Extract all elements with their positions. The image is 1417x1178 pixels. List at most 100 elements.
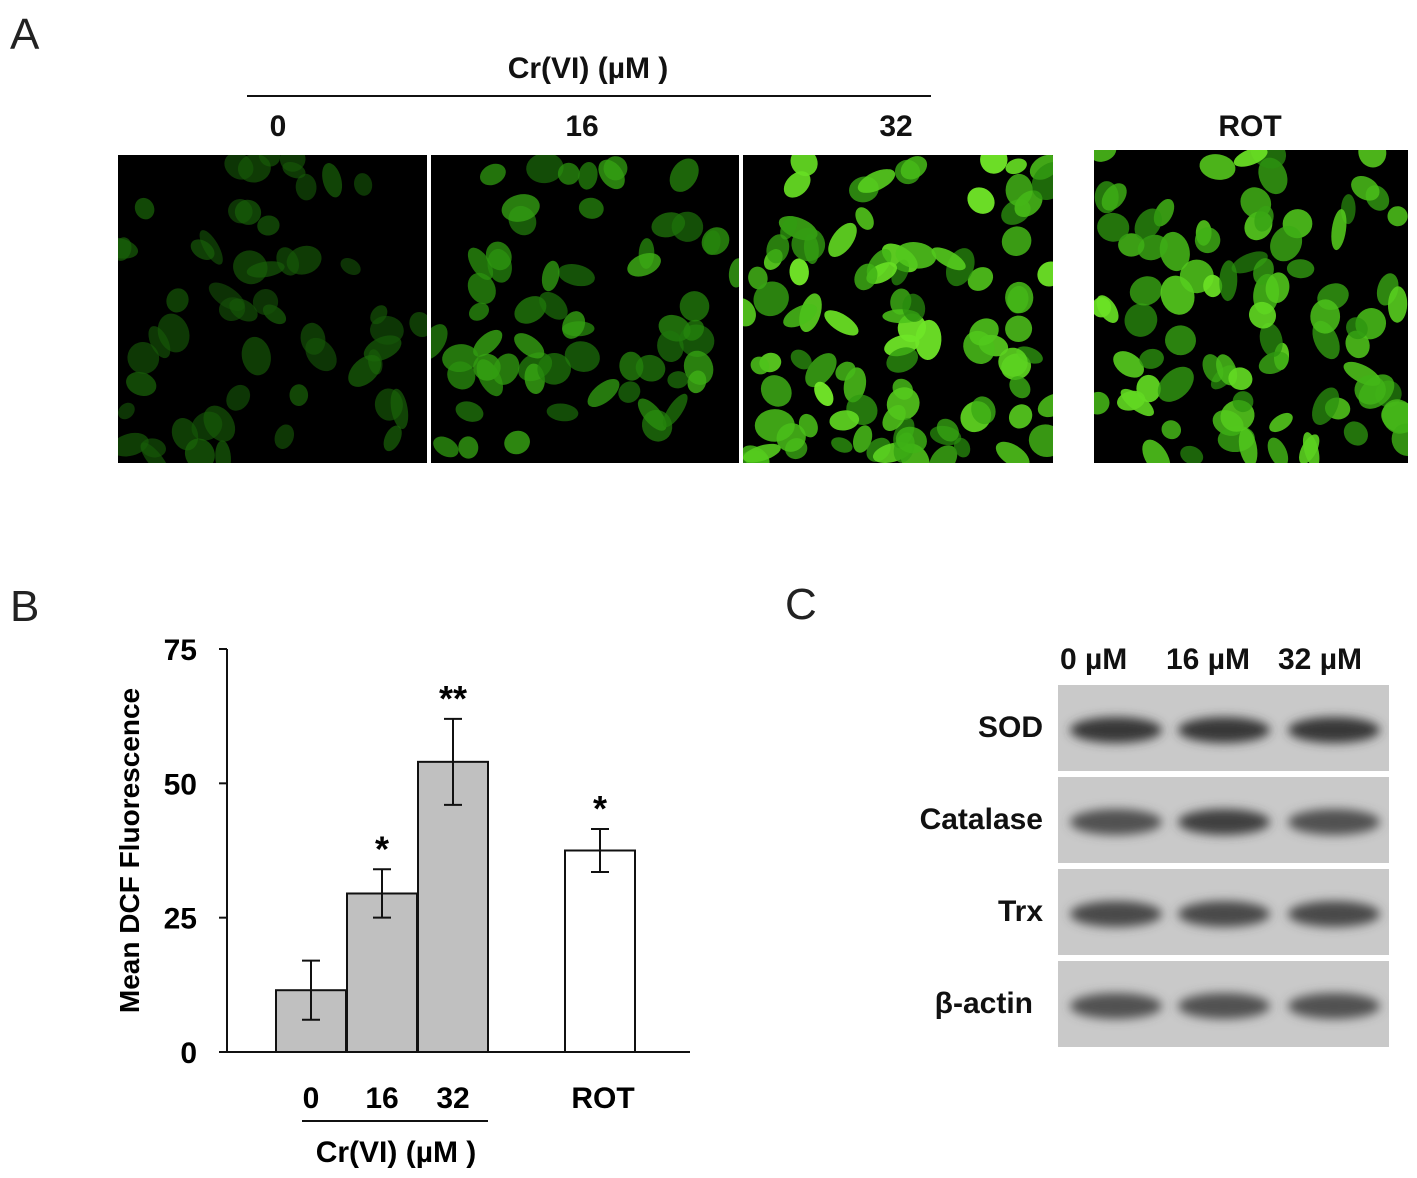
- cell: [657, 330, 684, 363]
- blot-band: [1070, 809, 1162, 835]
- cell: [753, 281, 789, 317]
- cell: [1203, 274, 1223, 298]
- cell: [1005, 315, 1033, 343]
- cell: [305, 337, 337, 372]
- panel-a-group-line: [247, 95, 931, 97]
- blot-band: [1288, 809, 1380, 835]
- cell: [229, 298, 258, 322]
- cell: [671, 211, 704, 242]
- cell: [598, 159, 625, 190]
- cell: [998, 347, 1028, 377]
- cell: [479, 163, 506, 186]
- cell: [1312, 387, 1340, 425]
- micrograph-0-cells: [118, 155, 427, 463]
- cell: [852, 425, 873, 453]
- cell: [276, 247, 300, 276]
- cell: [829, 410, 860, 431]
- cell: [1265, 272, 1290, 304]
- cell: [687, 370, 707, 394]
- cell: [828, 222, 857, 257]
- x-tick-label: 0: [303, 1082, 320, 1115]
- cell: [831, 437, 853, 453]
- cell: [790, 349, 812, 370]
- cell: [627, 252, 661, 277]
- cell: [501, 194, 540, 222]
- x-tick-label: ROT: [571, 1082, 634, 1115]
- cell: [995, 441, 1030, 463]
- blot-row-label: β-actin: [934, 987, 1033, 1020]
- cell: [492, 353, 520, 385]
- cell: [1199, 154, 1236, 180]
- cell: [635, 354, 666, 382]
- cell: [234, 199, 262, 225]
- cell: [783, 171, 811, 198]
- blot-band: [1070, 717, 1162, 743]
- blot-row-label: SOD: [977, 711, 1043, 744]
- cell: [1233, 150, 1268, 167]
- cell: [728, 258, 739, 288]
- cell: [1009, 376, 1031, 399]
- cell: [390, 388, 409, 430]
- cell: [1232, 391, 1254, 413]
- cell: [743, 298, 756, 327]
- blot-band: [1178, 993, 1270, 1019]
- cell: [750, 356, 770, 375]
- cell: [766, 234, 790, 264]
- cell: [455, 401, 484, 422]
- cell: [370, 315, 404, 345]
- cell: [1165, 325, 1196, 356]
- cell: [354, 173, 373, 196]
- cell: [215, 440, 231, 463]
- cell: [1129, 276, 1163, 306]
- blot-band: [1178, 809, 1270, 835]
- cell: [1037, 261, 1053, 287]
- panel-c-letter: C: [785, 580, 817, 629]
- cell: [118, 402, 135, 420]
- micrograph-32: [743, 155, 1053, 463]
- cell: [289, 384, 309, 406]
- cell: [783, 304, 818, 328]
- cell: [902, 293, 926, 322]
- cell: [971, 396, 996, 425]
- cell: [1094, 150, 1117, 162]
- cell: [539, 291, 568, 320]
- cell: [931, 247, 966, 271]
- micrograph-32-cells: [743, 155, 1053, 463]
- blot-lane-label: 32 µM: [1278, 643, 1362, 676]
- cell: [790, 155, 818, 177]
- cell: [1005, 173, 1033, 207]
- blot-strip: [1058, 777, 1389, 863]
- micrograph-16-cells: [431, 155, 739, 459]
- x-group-label: Cr(VI) (µM ): [316, 1136, 477, 1169]
- cell: [967, 267, 994, 291]
- cell: [557, 264, 595, 287]
- cell: [504, 430, 530, 455]
- cell: [1358, 150, 1387, 168]
- cell: [514, 333, 545, 359]
- cell: [1254, 205, 1274, 232]
- cell: [667, 371, 689, 389]
- cell: [824, 310, 859, 336]
- blot-band: [1070, 993, 1162, 1019]
- cell: [683, 319, 705, 341]
- cell: [1228, 367, 1253, 390]
- cell: [409, 311, 427, 338]
- cell: [190, 239, 215, 260]
- cell: [1097, 212, 1130, 242]
- cell: [882, 404, 906, 432]
- panel-a-letter: A: [10, 10, 40, 59]
- cell: [1299, 434, 1320, 463]
- cell: [537, 352, 571, 385]
- micrograph-rot: [1094, 150, 1408, 463]
- cell: [1351, 175, 1380, 201]
- cell: [1124, 303, 1158, 337]
- cell: [1343, 421, 1368, 446]
- cell: [578, 197, 604, 219]
- cell: [967, 187, 995, 214]
- cell: [118, 432, 149, 457]
- cell: [514, 296, 547, 324]
- y-tick-label: 75: [164, 634, 197, 667]
- cell: [1180, 445, 1204, 463]
- cell: [936, 418, 959, 442]
- cell: [1238, 428, 1258, 463]
